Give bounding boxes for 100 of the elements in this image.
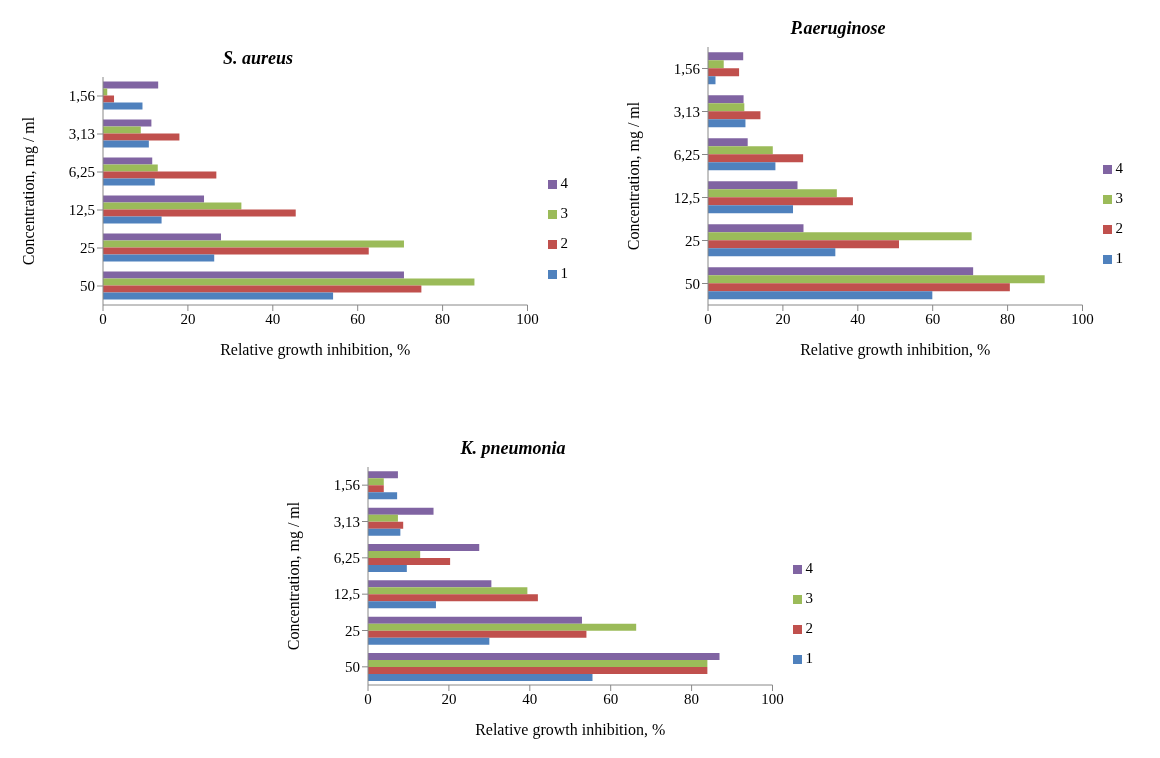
bar xyxy=(103,140,149,148)
bar xyxy=(708,146,773,155)
bar xyxy=(103,95,115,103)
bar xyxy=(103,164,158,172)
y-axis-title: Concentration, mg / ml xyxy=(284,501,303,651)
x-tick-label: 80 xyxy=(1000,310,1016,327)
legend-label: 2 xyxy=(805,619,813,636)
bar xyxy=(708,189,837,198)
bar xyxy=(708,60,724,69)
bar xyxy=(103,233,222,241)
legend-label: 1 xyxy=(805,649,813,666)
bar xyxy=(103,278,475,286)
bar xyxy=(368,623,637,631)
bar xyxy=(708,68,740,77)
bar xyxy=(368,637,490,645)
bar xyxy=(103,240,404,248)
x-tick-label: 20 xyxy=(441,690,457,707)
bar xyxy=(368,660,708,668)
x-tick-label: 60 xyxy=(925,310,941,327)
bar xyxy=(708,240,899,249)
bar xyxy=(103,285,422,293)
bar xyxy=(103,195,205,203)
bar xyxy=(368,587,528,595)
legend-label: 2 xyxy=(560,234,568,251)
x-tick-label: 20 xyxy=(180,310,196,327)
bar xyxy=(708,111,761,120)
legend-label: 1 xyxy=(560,264,568,281)
x-tick-label: 40 xyxy=(265,310,281,327)
bar xyxy=(103,178,155,186)
bar xyxy=(708,248,836,257)
x-tick-label: 40 xyxy=(850,310,866,327)
bar xyxy=(368,616,582,624)
bar xyxy=(103,157,153,165)
bar xyxy=(103,292,334,300)
bar xyxy=(103,133,180,141)
x-tick-label: 80 xyxy=(684,690,700,707)
y-tick-label: 1,56 xyxy=(333,477,361,494)
y-tick-label: 25 xyxy=(685,232,700,249)
bar xyxy=(708,95,744,104)
bar xyxy=(368,580,492,588)
bar xyxy=(708,154,804,163)
y-tick-label: 6,25 xyxy=(68,164,95,181)
bar xyxy=(103,126,141,134)
bar xyxy=(708,267,974,276)
legend-label: 1 xyxy=(1115,249,1123,266)
x-tick-label: 40 xyxy=(522,690,538,707)
y-tick-label: 50 xyxy=(80,278,95,295)
bar xyxy=(103,271,404,279)
x-tick-label: 0 xyxy=(364,690,372,707)
bar xyxy=(368,492,398,500)
y-tick-label: 12,5 xyxy=(333,586,360,603)
bar xyxy=(103,171,217,179)
y-tick-label: 12,5 xyxy=(68,202,95,219)
bar xyxy=(368,544,480,552)
bar xyxy=(103,247,369,255)
bar xyxy=(368,667,708,675)
bar xyxy=(368,507,434,515)
bar xyxy=(368,630,587,638)
x-axis-title: Relative growth inhibition, % xyxy=(220,341,411,359)
x-tick-label: 100 xyxy=(1071,310,1094,327)
bar xyxy=(708,232,972,241)
x-tick-label: 0 xyxy=(704,310,712,327)
bar xyxy=(708,224,804,233)
bar xyxy=(103,202,242,210)
x-axis-title: Relative growth inhibition, % xyxy=(800,341,991,359)
bar xyxy=(708,275,1045,284)
legend-label: 4 xyxy=(805,559,813,576)
bar xyxy=(103,254,215,262)
y-tick-label: 3,13 xyxy=(68,126,95,143)
bar xyxy=(368,485,384,493)
x-tick-label: 60 xyxy=(603,690,619,707)
y-axis-title: Concentration, mg / ml xyxy=(19,116,38,266)
y-tick-label: 25 xyxy=(345,622,360,639)
y-tick-label: 3,13 xyxy=(333,513,360,530)
y-tick-label: 3,13 xyxy=(673,103,700,120)
x-axis-title: Relative growth inhibition, % xyxy=(475,721,666,739)
x-tick-label: 100 xyxy=(516,310,539,327)
bar xyxy=(368,594,538,602)
y-tick-label: 6,25 xyxy=(333,550,360,567)
bar xyxy=(708,291,933,300)
x-tick-label: 60 xyxy=(350,310,366,327)
bar xyxy=(708,197,853,206)
legend-label: 2 xyxy=(1115,219,1123,236)
x-tick-label: 100 xyxy=(761,690,784,707)
bar xyxy=(103,216,162,224)
x-tick-label: 80 xyxy=(435,310,451,327)
bar xyxy=(368,558,451,566)
y-tick-label: 25 xyxy=(80,240,95,257)
bar xyxy=(368,528,401,536)
bar xyxy=(708,283,1010,292)
bar xyxy=(708,205,794,214)
bar xyxy=(103,81,159,89)
bar xyxy=(368,514,398,522)
x-tick-label: 20 xyxy=(775,310,791,327)
bar xyxy=(708,162,776,171)
bar xyxy=(368,478,384,486)
bar xyxy=(708,138,748,147)
y-tick-label: 1,56 xyxy=(673,60,701,77)
chart-title: K. pneumonia xyxy=(459,438,567,460)
bar xyxy=(103,119,152,127)
